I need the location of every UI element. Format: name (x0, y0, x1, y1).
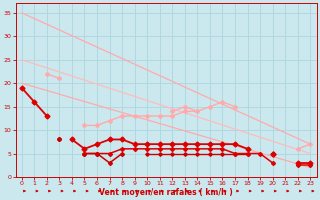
X-axis label: Vent moyen/en rafales ( km/h ): Vent moyen/en rafales ( km/h ) (99, 188, 233, 197)
